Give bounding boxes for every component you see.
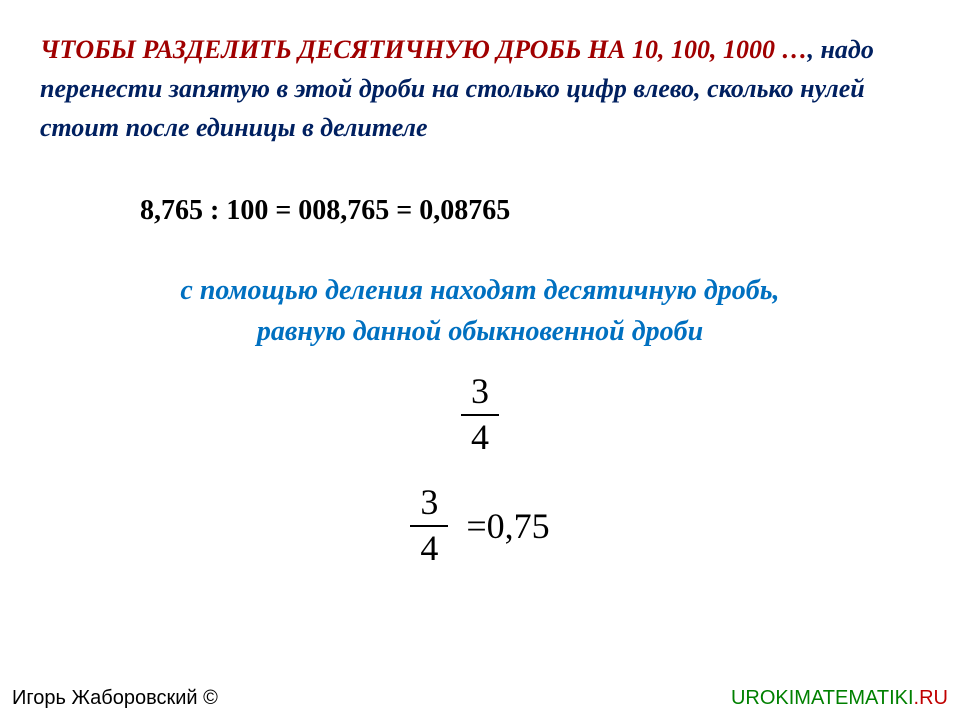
site-green: UROKIMATEMATIKI: [731, 687, 914, 709]
fraction: 3 4: [410, 483, 448, 568]
blue-rule: с помощью деления находят десятичную дро…: [40, 271, 920, 352]
fraction-1: 3 4: [40, 372, 920, 457]
fraction-numerator: 3: [461, 372, 499, 414]
fraction-equals: =0,75: [466, 506, 549, 546]
fraction-2-row: 3 4 =0,75: [40, 483, 920, 568]
example-calculation: 8,765 : 100 = 008,765 = 0,08765: [140, 195, 920, 227]
rule-red-part: ЧТОБЫ РАЗДЕЛИТЬ ДЕСЯТИЧНУЮ ДРОБЬ НА 10, …: [40, 35, 808, 64]
site-red: .RU: [914, 687, 948, 709]
rule-text: ЧТОБЫ РАЗДЕЛИТЬ ДЕСЯТИЧНУЮ ДРОБЬ НА 10, …: [40, 30, 920, 147]
site-label: UROKIMATEMATIKI.RU: [731, 687, 948, 710]
fraction: 3 4: [461, 372, 499, 457]
fraction-numerator: 3: [410, 483, 448, 525]
fraction-area: 3 4 3 4 =0,75: [40, 372, 920, 568]
blue-rule-line2: равную данной обыкновенной дроби: [40, 312, 920, 353]
author-label: Игорь Жаборовский ©: [12, 687, 218, 710]
blue-rule-line1: с помощью деления находят десятичную дро…: [40, 271, 920, 312]
footer: Игорь Жаборовский © UROKIMATEMATIKI.RU: [0, 687, 960, 710]
fraction-denominator: 4: [461, 414, 499, 458]
fraction-denominator: 4: [410, 525, 448, 569]
